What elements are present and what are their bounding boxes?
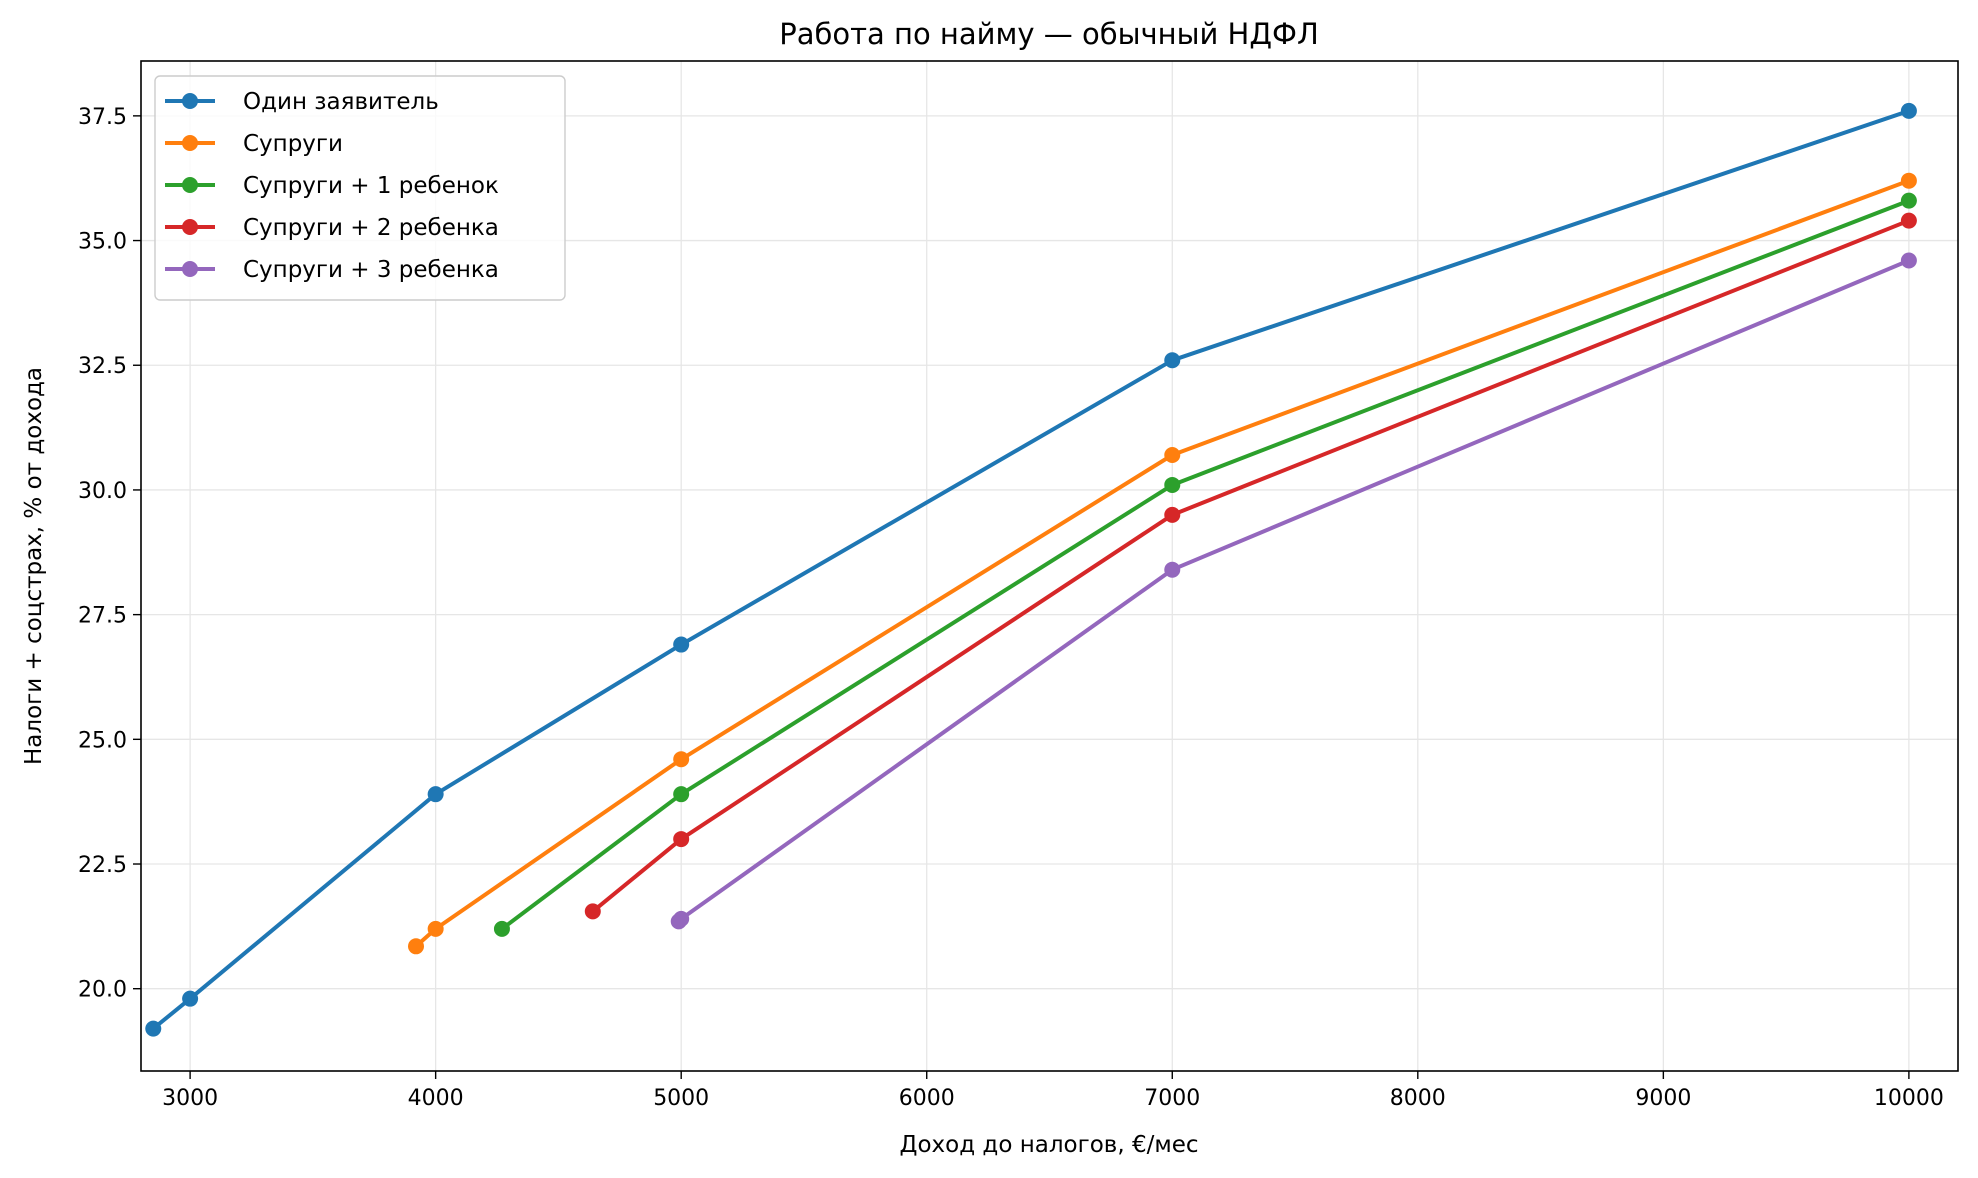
- data-point: [182, 990, 199, 1007]
- data-point: [1900, 212, 1917, 229]
- data-point: [1900, 192, 1917, 209]
- data-point: [584, 903, 601, 920]
- data-point: [145, 1020, 162, 1037]
- y-tick-label: 27.5: [78, 604, 127, 629]
- series-line: [590, 218, 1911, 914]
- x-tick-label: 7000: [1144, 1086, 1200, 1111]
- plot-frame: [140, 60, 1959, 1072]
- series: [584, 212, 1917, 920]
- data-point: [427, 920, 444, 937]
- legend-marker: [182, 261, 198, 277]
- data-point: [1900, 102, 1917, 119]
- x-ticks: 3000 4000 5000 6000 7000 8000 9000 10000: [162, 1071, 1944, 1111]
- series-layer: [145, 102, 1917, 1037]
- x-tick-label: 8000: [1390, 1086, 1446, 1111]
- x-tick-label: 3000: [162, 1086, 218, 1111]
- data-point: [1164, 352, 1181, 369]
- series: [145, 102, 1917, 1037]
- x-tick-label: 10000: [1874, 1086, 1944, 1111]
- legend-marker: [182, 135, 198, 151]
- legend-box: [154, 75, 566, 301]
- legend-marker: [182, 219, 198, 235]
- legend-label: Супруги + 3 ребенка: [243, 257, 499, 283]
- y-tick-label: 37.5: [78, 105, 127, 130]
- y-tick-label: 25.0: [78, 728, 127, 753]
- series: [670, 252, 1917, 930]
- legend-label: Супруги: [243, 131, 343, 157]
- data-point: [1164, 561, 1181, 578]
- data-point: [408, 938, 425, 955]
- legend-label: Супруги + 2 ребенка: [243, 215, 499, 241]
- grid: [141, 61, 1958, 1071]
- legend-item: Супруги + 2 ребенка: [165, 215, 499, 241]
- y-axis-label: Налоги + соцстрах, % от дохода: [21, 367, 47, 765]
- data-point: [673, 751, 690, 768]
- data-point: [673, 831, 690, 848]
- x-tick-label: 4000: [408, 1086, 464, 1111]
- y-tick-label: 22.5: [78, 853, 127, 878]
- x-tick-label: 9000: [1635, 1086, 1691, 1111]
- data-point: [673, 910, 690, 927]
- legend: Один заявитель Супруги Супруги + 1 ребенок…: [154, 75, 566, 301]
- legend-item: Один заявитель: [165, 89, 439, 115]
- x-tick-label: 6000: [899, 1086, 955, 1111]
- legend-label: Супруги + 1 ребенок: [243, 173, 499, 199]
- y-tick-label: 32.5: [78, 354, 127, 379]
- data-point: [1164, 476, 1181, 493]
- legend-marker: [182, 177, 198, 193]
- series: [493, 192, 1917, 937]
- y-tick-label: 35.0: [78, 230, 127, 255]
- data-point: [1164, 506, 1181, 523]
- y-tick-label: 30.0: [78, 479, 127, 504]
- x-tick-label: 5000: [653, 1086, 709, 1111]
- legend-item: Супруги: [165, 131, 343, 157]
- data-point: [1900, 252, 1917, 269]
- legend-item: Супруги + 3 ребенка: [165, 257, 499, 283]
- legend-label: Один заявитель: [243, 89, 439, 115]
- y-ticks: 20.0 22.5 25.0 27.5 30.0 32.5 35.0 37.5: [78, 105, 141, 1003]
- data-point: [1164, 447, 1181, 464]
- legend-item: Супруги + 1 ребенок: [165, 173, 499, 199]
- data-point: [673, 636, 690, 653]
- series-line: [499, 198, 1911, 931]
- y-tick-label: 20.0: [78, 978, 127, 1003]
- data-point: [1900, 172, 1917, 189]
- legend-marker: [182, 93, 198, 109]
- series: [408, 172, 1917, 955]
- data-point: [493, 920, 510, 937]
- data-point: [427, 786, 444, 803]
- x-axis-label: Доход до налогов, €/мес: [900, 1132, 1199, 1158]
- chart-title: Работа по найму — обычный НДФЛ: [779, 17, 1319, 51]
- data-point: [673, 786, 690, 803]
